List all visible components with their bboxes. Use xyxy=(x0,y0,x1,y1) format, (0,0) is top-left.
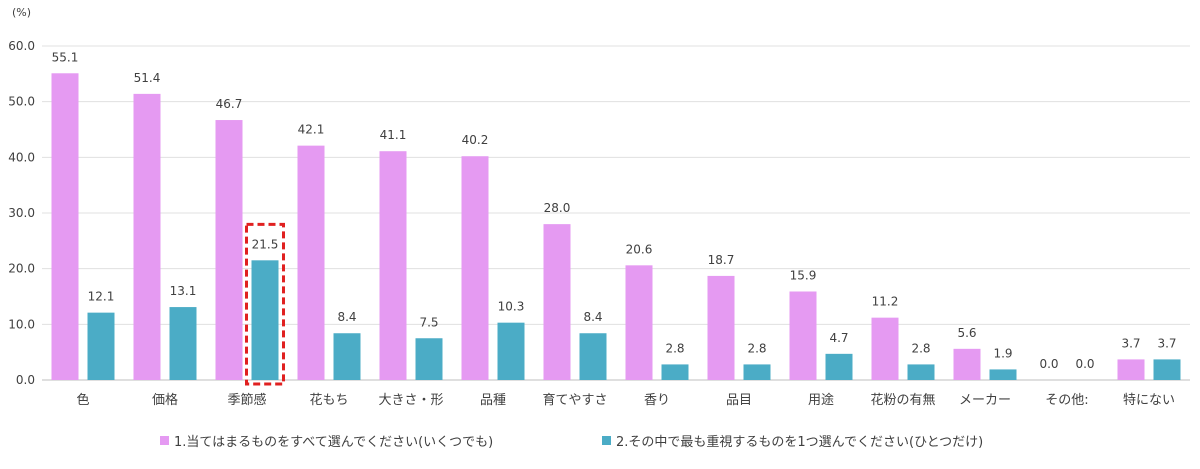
bar-series-1 xyxy=(871,317,899,380)
bar-series-1 xyxy=(789,291,817,380)
category-label: 花もち xyxy=(309,392,348,408)
data-label: 46.7 xyxy=(216,97,243,111)
data-label: 8.4 xyxy=(337,310,356,324)
data-label: 4.7 xyxy=(829,331,848,345)
bar-series-2 xyxy=(87,312,115,380)
data-label: 8.4 xyxy=(583,310,602,324)
data-label: 3.7 xyxy=(1157,336,1176,350)
y-tick-label: 20.0 xyxy=(8,262,35,276)
bar-series-1 xyxy=(215,120,243,380)
legend-swatch xyxy=(602,436,611,445)
bar-series-1 xyxy=(379,151,407,380)
y-tick-label: 60.0 xyxy=(8,39,35,53)
highlight-box xyxy=(245,222,285,386)
category-label: メーカー xyxy=(959,393,1011,408)
category-label: その他: xyxy=(1045,393,1088,408)
bar-series-2 xyxy=(251,260,279,380)
data-label: 18.7 xyxy=(708,253,735,267)
data-label: 41.1 xyxy=(380,128,407,142)
data-labels: 55.1 12.1 51.4 13.1 46.7 21.5 42.1 8.4 41.1 7.5 40… xyxy=(52,50,1177,371)
bars xyxy=(51,73,1181,380)
data-label: 0.0 xyxy=(1075,357,1094,371)
bar-series-1 xyxy=(707,275,735,380)
bar-series-2 xyxy=(169,307,197,380)
bar-series-2 xyxy=(989,369,1017,380)
y-tick-label: 50.0 xyxy=(8,95,35,109)
bar-series-2 xyxy=(497,322,525,380)
data-label: 3.7 xyxy=(1121,336,1140,350)
data-label: 40.2 xyxy=(462,133,489,147)
data-label: 20.6 xyxy=(626,242,653,256)
legend-swatch xyxy=(160,436,169,445)
data-label: 2.8 xyxy=(747,341,766,355)
category-label: 品種 xyxy=(480,392,506,408)
data-label: 13.1 xyxy=(170,284,197,298)
category-label: 色 xyxy=(76,392,89,408)
bar-series-2 xyxy=(1153,359,1181,380)
data-label: 51.4 xyxy=(134,71,161,85)
category-label: 季節感 xyxy=(227,392,266,408)
category-label: 特にない xyxy=(1123,393,1175,408)
category-label: 価格 xyxy=(152,392,178,408)
bar-series-2 xyxy=(743,364,771,380)
data-label: 2.8 xyxy=(665,341,684,355)
bar-series-2 xyxy=(579,333,607,380)
bar-series-1 xyxy=(1117,359,1145,380)
bar-series-2 xyxy=(333,333,361,380)
data-label: 0.0 xyxy=(1039,357,1058,371)
category-label: 大きさ・形 xyxy=(378,393,443,408)
legend-label: 1.当てはまるものをすべて選んでください(いくつでも) xyxy=(174,435,493,450)
bar-series-1 xyxy=(51,73,79,380)
y-tick-label: 30.0 xyxy=(8,206,35,220)
gridlines xyxy=(42,45,1190,381)
category-label: 用途 xyxy=(808,392,834,408)
bar-series-1 xyxy=(133,93,161,380)
data-label: 2.8 xyxy=(911,341,930,355)
legend-label: 2.その中で最も重視するものを1つ選んでください(ひとつだけ) xyxy=(616,434,983,450)
data-label: 55.1 xyxy=(52,50,79,64)
bar-series-1 xyxy=(297,145,325,380)
y-tick-label: 10.0 xyxy=(8,317,35,331)
category-label: 品目 xyxy=(726,393,752,408)
bar-series-1 xyxy=(543,224,571,380)
y-tick-label: 40.0 xyxy=(8,150,35,164)
data-label: 15.9 xyxy=(790,268,817,282)
category-label: 育てやすさ xyxy=(542,392,607,408)
bar-series-2 xyxy=(907,364,935,380)
y-unit-label: (%) xyxy=(12,6,31,19)
data-label: 5.6 xyxy=(957,326,976,340)
category-label: 香り xyxy=(644,393,670,408)
category-label: 花粉の有無 xyxy=(870,392,935,408)
data-label: 12.1 xyxy=(88,290,115,304)
data-label: 1.9 xyxy=(993,346,1012,360)
data-label: 11.2 xyxy=(872,295,899,309)
bar-series-1 xyxy=(625,265,653,380)
data-label: 10.3 xyxy=(498,300,525,314)
y-tick-label: 0.0 xyxy=(16,373,35,387)
data-label: 42.1 xyxy=(298,123,325,137)
x-axis-categories: 色 価格 季節感 花もち 大きさ・形 品種 育てやすさ 香り 品目 用途 花粉の有無 メーカー その他:… xyxy=(76,392,1175,408)
y-axis-ticks: 0.0 10.0 20.0 30.0 40.0 50.0 60.0 xyxy=(8,39,35,387)
bar-series-1 xyxy=(953,348,981,380)
bar-series-1 xyxy=(461,156,489,380)
data-label: 28.0 xyxy=(544,201,571,215)
bar-series-2 xyxy=(415,338,443,380)
highlight-box xyxy=(245,222,285,386)
bar-series-2 xyxy=(661,364,689,380)
bar-series-2 xyxy=(825,353,853,380)
data-label: 7.5 xyxy=(419,315,438,329)
data-label: 21.5 xyxy=(252,237,279,251)
legend: 1.当てはまるものをすべて選んでください(いくつでも) 2.その中で最も重視するも… xyxy=(160,434,983,450)
